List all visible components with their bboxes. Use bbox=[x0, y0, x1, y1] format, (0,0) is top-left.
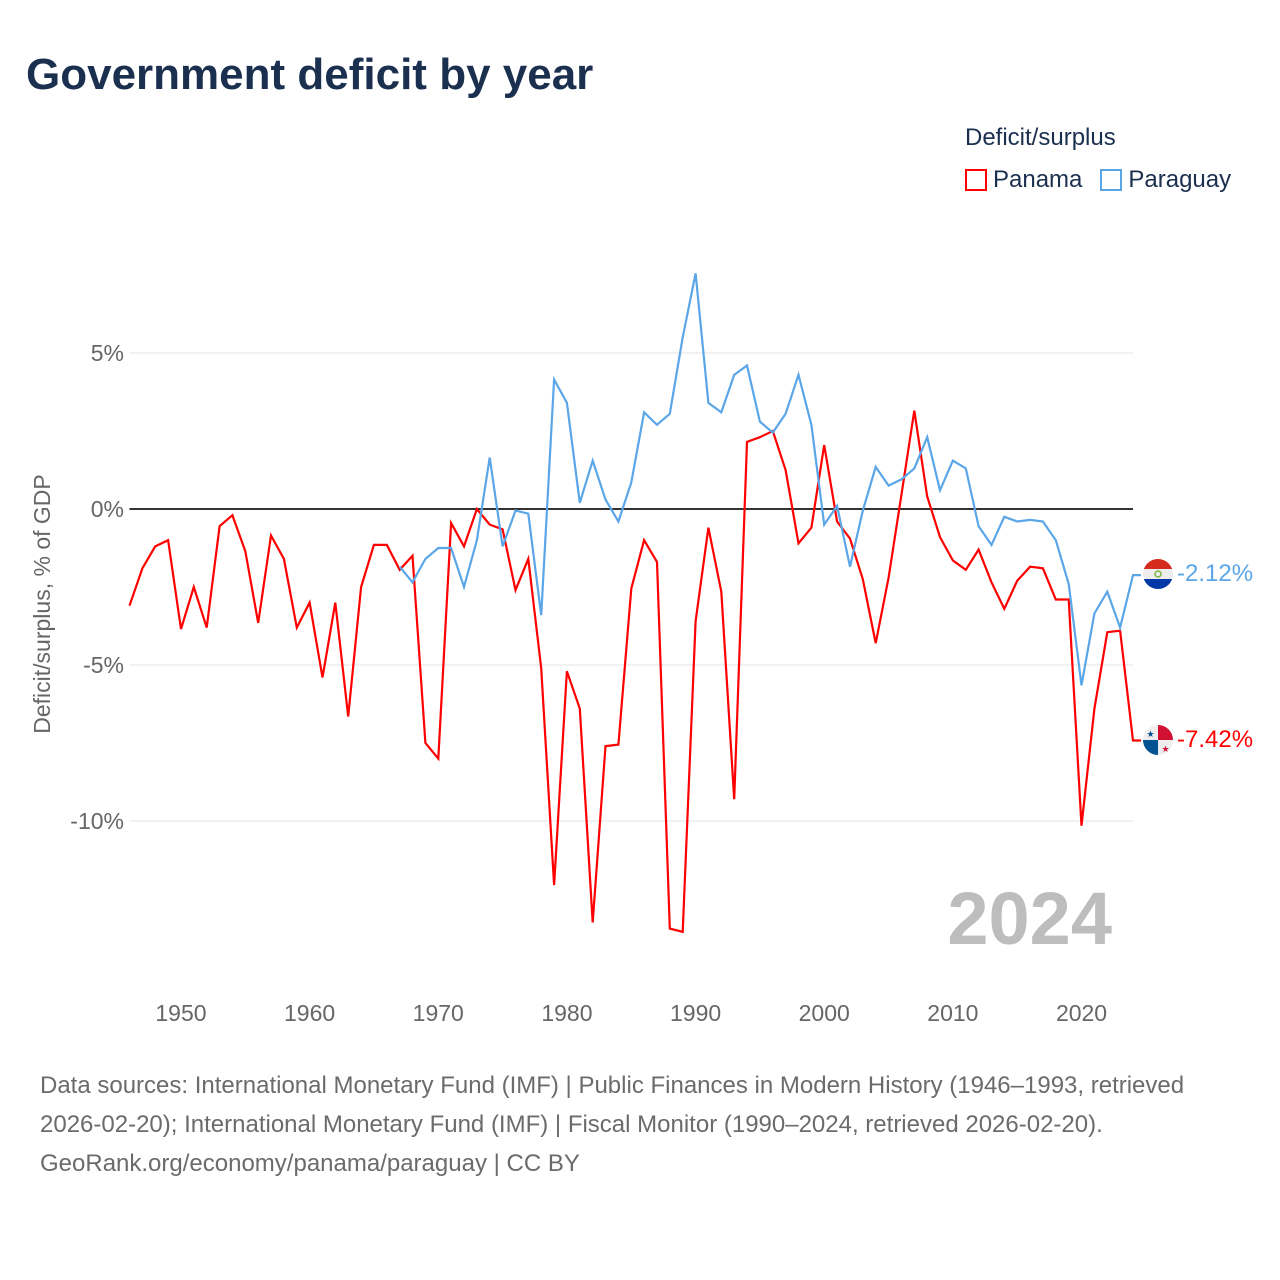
attribution-link[interactable]: GeoRank.org/economy/panama/paraguay | CC… bbox=[40, 1150, 580, 1177]
data-sources: Data sources: International Monetary Fun… bbox=[40, 1072, 1185, 1138]
paraguay-flag-icon bbox=[1143, 559, 1173, 589]
x-tick-label: 1960 bbox=[284, 1000, 335, 1026]
svg-text:★: ★ bbox=[1161, 744, 1169, 754]
x-tick-label: 2020 bbox=[1056, 1000, 1107, 1026]
year-watermark: 2024 bbox=[947, 877, 1112, 960]
legend-item-paraguay[interactable]: Paraguay bbox=[1100, 166, 1231, 194]
legend: Deficit/surplus Panama Paraguay bbox=[965, 124, 1231, 194]
legend-label-paraguay: Paraguay bbox=[1128, 166, 1232, 193]
y-tick-label: 0% bbox=[91, 496, 124, 522]
y-tick-label: 5% bbox=[91, 340, 124, 366]
end-label-paraguay: -2.12% bbox=[1177, 560, 1253, 587]
legend-label-panama: Panama bbox=[993, 166, 1083, 193]
series-line-panama[interactable] bbox=[128, 410, 1142, 934]
legend-item-panama[interactable]: Panama bbox=[965, 166, 1082, 194]
y-tick-label: -10% bbox=[70, 808, 124, 834]
legend-swatch-panama bbox=[965, 169, 987, 191]
chart-title: Government deficit by year bbox=[26, 50, 594, 99]
y-tick-label: -5% bbox=[83, 652, 124, 678]
panama-flag-icon: ★ ★ bbox=[1143, 725, 1173, 755]
x-tick-label: 1950 bbox=[155, 1000, 206, 1026]
x-tick-label: 1990 bbox=[670, 1000, 721, 1026]
x-tick-label: 1970 bbox=[413, 1000, 464, 1026]
legend-swatch-paraguay bbox=[1100, 169, 1123, 191]
x-tick-label: 1980 bbox=[541, 1000, 592, 1026]
x-tick-label: 2010 bbox=[927, 1000, 978, 1026]
end-label-panama: -7.42% bbox=[1177, 726, 1253, 753]
legend-title: Deficit/surplus bbox=[965, 124, 1116, 151]
y-axis-label: Deficit/surplus, % of GDP bbox=[29, 474, 55, 733]
svg-text:★: ★ bbox=[1146, 729, 1154, 739]
x-tick-label: 2000 bbox=[799, 1000, 850, 1026]
series-line-paraguay[interactable] bbox=[398, 273, 1141, 686]
footer: Data sources: International Monetary Fun… bbox=[40, 1066, 1240, 1183]
